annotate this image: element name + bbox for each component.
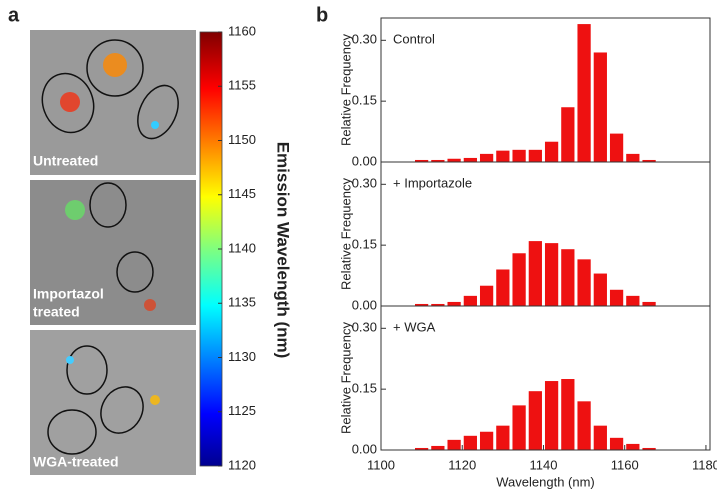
y-tick-label: 0.30 bbox=[352, 32, 377, 47]
colorbar-tick-label: 1140 bbox=[228, 240, 256, 255]
bar bbox=[479, 285, 494, 306]
image-label: treated bbox=[33, 304, 80, 320]
bar bbox=[463, 295, 477, 306]
micrograph: WGA-treated bbox=[30, 330, 196, 475]
bar bbox=[577, 259, 591, 306]
bar bbox=[593, 425, 607, 450]
x-tick-label: 1180 bbox=[692, 457, 717, 472]
colorbar-tick-label: 1155 bbox=[228, 78, 256, 93]
bar bbox=[593, 52, 607, 162]
bar bbox=[528, 391, 542, 450]
bar bbox=[528, 241, 542, 306]
colorbar-tick-label: 1150 bbox=[228, 132, 256, 147]
bar bbox=[512, 149, 526, 162]
bar bbox=[496, 269, 510, 306]
bar bbox=[577, 401, 591, 450]
y-axis-label: Relative Frequency bbox=[338, 34, 353, 146]
panel-label: b bbox=[316, 4, 328, 26]
bar bbox=[479, 431, 494, 450]
bar bbox=[496, 150, 510, 162]
micrograph: Importazol treated bbox=[30, 180, 196, 325]
x-tick-label: 1160 bbox=[611, 457, 639, 472]
image-label: WGA-treated bbox=[33, 454, 119, 470]
micrograph: Untreated bbox=[30, 30, 196, 175]
bar bbox=[626, 153, 640, 162]
y-tick-label: 0.00 bbox=[352, 441, 377, 456]
bar bbox=[544, 243, 559, 306]
annotation: Control bbox=[393, 31, 435, 46]
x-tick-label: 1100 bbox=[367, 457, 395, 472]
bar bbox=[609, 289, 624, 306]
image-label: Untreated bbox=[33, 153, 98, 169]
bar bbox=[414, 303, 429, 306]
bar bbox=[479, 153, 494, 162]
colorbar-tick-label: 1135 bbox=[228, 295, 256, 310]
bar bbox=[414, 447, 429, 450]
bar bbox=[512, 253, 526, 306]
y-tick-label: 0.15 bbox=[352, 93, 377, 108]
y-tick-label: 0.15 bbox=[352, 237, 377, 252]
y-axis-label: Relative Frequency bbox=[338, 322, 353, 434]
x-axis-label: Wavelength (nm) bbox=[496, 474, 595, 489]
bar bbox=[528, 149, 542, 162]
bar bbox=[544, 141, 559, 162]
bar bbox=[414, 159, 429, 162]
bar bbox=[512, 405, 526, 450]
bar bbox=[642, 447, 656, 450]
bar bbox=[642, 159, 656, 162]
bar bbox=[642, 301, 656, 306]
panel-label: a bbox=[8, 4, 20, 26]
image-label: Importazol bbox=[33, 286, 104, 302]
annotation: + WGA bbox=[393, 319, 436, 334]
bar bbox=[609, 133, 624, 162]
y-tick-label: 0.00 bbox=[352, 297, 377, 312]
y-tick-label: 0.15 bbox=[352, 381, 377, 396]
x-tick-label: 1140 bbox=[529, 457, 557, 472]
bar bbox=[577, 24, 591, 163]
x-tick-label: 1120 bbox=[448, 457, 476, 472]
bar bbox=[544, 381, 559, 450]
plot-frame bbox=[380, 305, 711, 451]
colorbar-tick-label: 1145 bbox=[228, 186, 256, 201]
y-tick-label: 0.30 bbox=[352, 176, 377, 191]
bar bbox=[561, 379, 575, 450]
colorbar-tick-label: 1160 bbox=[228, 23, 256, 38]
bar bbox=[431, 159, 445, 162]
bar bbox=[463, 157, 477, 162]
bar bbox=[431, 303, 445, 306]
bar bbox=[561, 249, 575, 306]
annotation: + Importazole bbox=[393, 175, 472, 190]
bar bbox=[447, 439, 461, 450]
y-axis-label: Relative Frequency bbox=[338, 178, 353, 290]
y-tick-label: 0.30 bbox=[352, 320, 377, 335]
bar bbox=[463, 435, 477, 450]
bar bbox=[593, 273, 607, 306]
bar bbox=[626, 443, 640, 450]
bar bbox=[431, 445, 445, 450]
y-tick-label: 0.00 bbox=[352, 153, 377, 168]
colorbar-tick-label: 1130 bbox=[228, 349, 256, 364]
bar bbox=[496, 425, 510, 450]
colorbar-tick-label: 1125 bbox=[228, 403, 256, 418]
bar bbox=[447, 158, 461, 162]
bar bbox=[609, 437, 624, 450]
bar bbox=[626, 295, 640, 306]
bar bbox=[447, 301, 461, 306]
colorbar-tick-label: 1120 bbox=[228, 457, 256, 472]
bar bbox=[561, 107, 575, 162]
colorbar-label: Emission Wavelength (nm) bbox=[274, 142, 293, 359]
